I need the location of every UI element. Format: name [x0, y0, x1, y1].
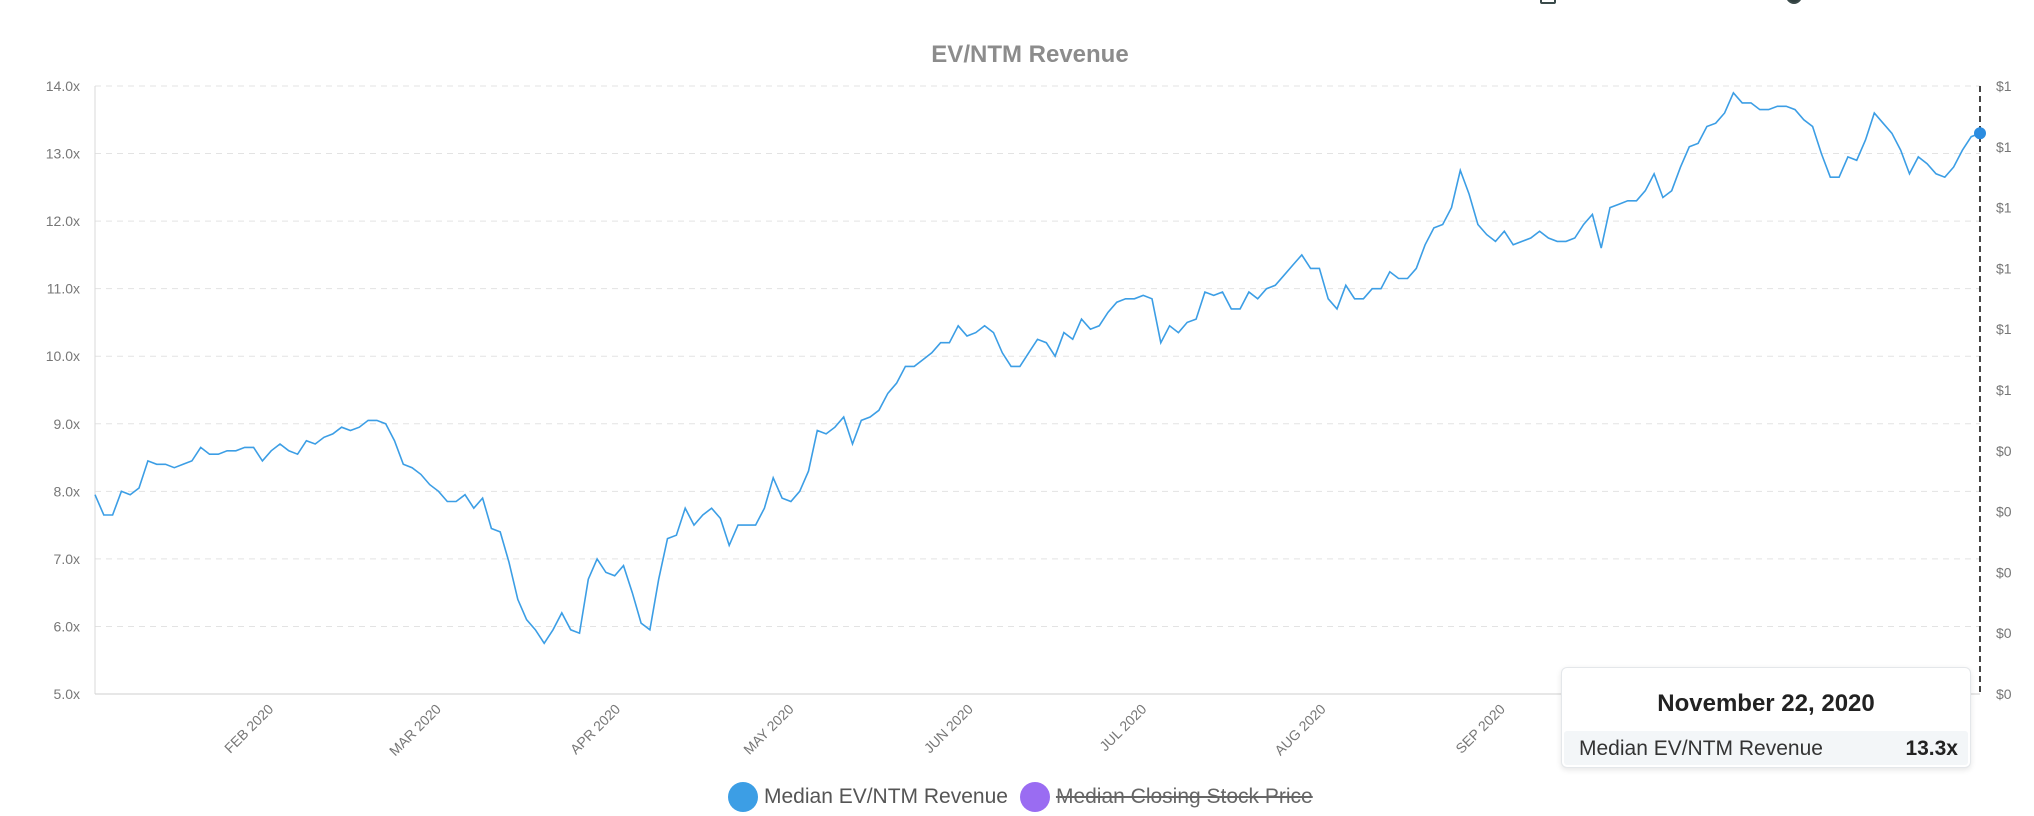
right-tick-label: $1 — [1996, 78, 2012, 94]
gridlines — [95, 85, 1980, 627]
legend-item-median-ev-ntm-revenue[interactable]: Median EV/NTM Revenue — [728, 782, 1008, 812]
right-tick-label: $0 — [1996, 625, 2012, 641]
right-tick-label: $1 — [1996, 260, 2012, 276]
y-tick-label: 8.0x — [54, 483, 80, 499]
x-tick-label: MAY 2020 — [740, 701, 797, 758]
right-tick-label: $0 — [1996, 686, 2012, 702]
tooltip-row: Median EV/NTM Revenue 13.3x — [1564, 731, 1968, 765]
y-tick-label: 12.0x — [46, 213, 80, 229]
right-tick-label: $1 — [1996, 200, 2012, 216]
right-tick-label: $0 — [1996, 504, 2012, 520]
tooltip-date: November 22, 2020 — [1657, 690, 1875, 717]
y-tick-label: 10.0x — [46, 348, 80, 364]
settings-icon[interactable] — [1786, 0, 1802, 4]
legend-item-median-closing-stock-price[interactable]: Median Closing Stock Price — [1019, 782, 1313, 812]
y-tick-label: 9.0x — [54, 416, 80, 432]
x-tick-label: AUG 2020 — [1271, 701, 1329, 759]
right-tick-label: $1 — [1996, 321, 2012, 337]
legend-label: Median Closing Stock Price — [1055, 785, 1313, 808]
tooltip-value: 13.3x — [1905, 737, 1958, 760]
right-tick-label: $1 — [1996, 382, 2012, 398]
x-tick-label: MAR 2020 — [386, 701, 444, 759]
x-tick-label: APR 2020 — [567, 701, 624, 758]
right-tick-label: $0 — [1996, 564, 2012, 580]
legend-dot-icon — [1019, 782, 1050, 812]
right-tick-label: $0 — [1996, 443, 2012, 459]
right-tick-label: $1 — [1996, 139, 2012, 155]
chart-title: EV/NTM Revenue — [931, 41, 1128, 68]
hover-point[interactable] — [1974, 127, 1986, 140]
legend-dot-icon — [728, 782, 758, 812]
right-axis: $1 $1 $1 $1 $1 $1 $0 $0 $0 $0 $0 — [1996, 78, 2012, 702]
x-axis: FEB 2020 MAR 2020 APR 2020 MAY 2020 JUN 2020… — [221, 701, 1508, 759]
chart-toolbar — [1540, 0, 2032, 4]
y-tick-label: 7.0x — [54, 551, 80, 567]
series-line-median-ev-ntm-revenue — [94, 91, 1981, 645]
x-tick-label: JUL 2020 — [1096, 701, 1149, 754]
x-tick-label: SEP 2020 — [1452, 701, 1508, 757]
export-icon[interactable] — [1540, 0, 1556, 4]
y-tick-label: 14.0x — [46, 78, 80, 94]
x-tick-label: FEB 2020 — [221, 701, 276, 756]
y-axis: 14.0x 13.0x 12.0x 11.0x 10.0x 9.0x 8.0x 7.0x 6.0… — [46, 78, 80, 702]
y-tick-label: 6.0x — [54, 618, 80, 634]
chart-legend: Median EV/NTM Revenue Median Closing Sto… — [728, 780, 1325, 814]
y-tick-label: 11.0x — [47, 281, 80, 297]
tooltip-label: Median EV/NTM Revenue — [1579, 737, 1823, 760]
y-tick-label: 5.0x — [54, 686, 80, 702]
chart-tooltip: November 22, 2020 Median EV/NTM Revenue … — [1561, 667, 1971, 768]
y-tick-label: 13.0x — [46, 146, 80, 162]
x-tick-label: JUN 2020 — [921, 701, 976, 756]
legend-label: Median EV/NTM Revenue — [764, 785, 1008, 808]
